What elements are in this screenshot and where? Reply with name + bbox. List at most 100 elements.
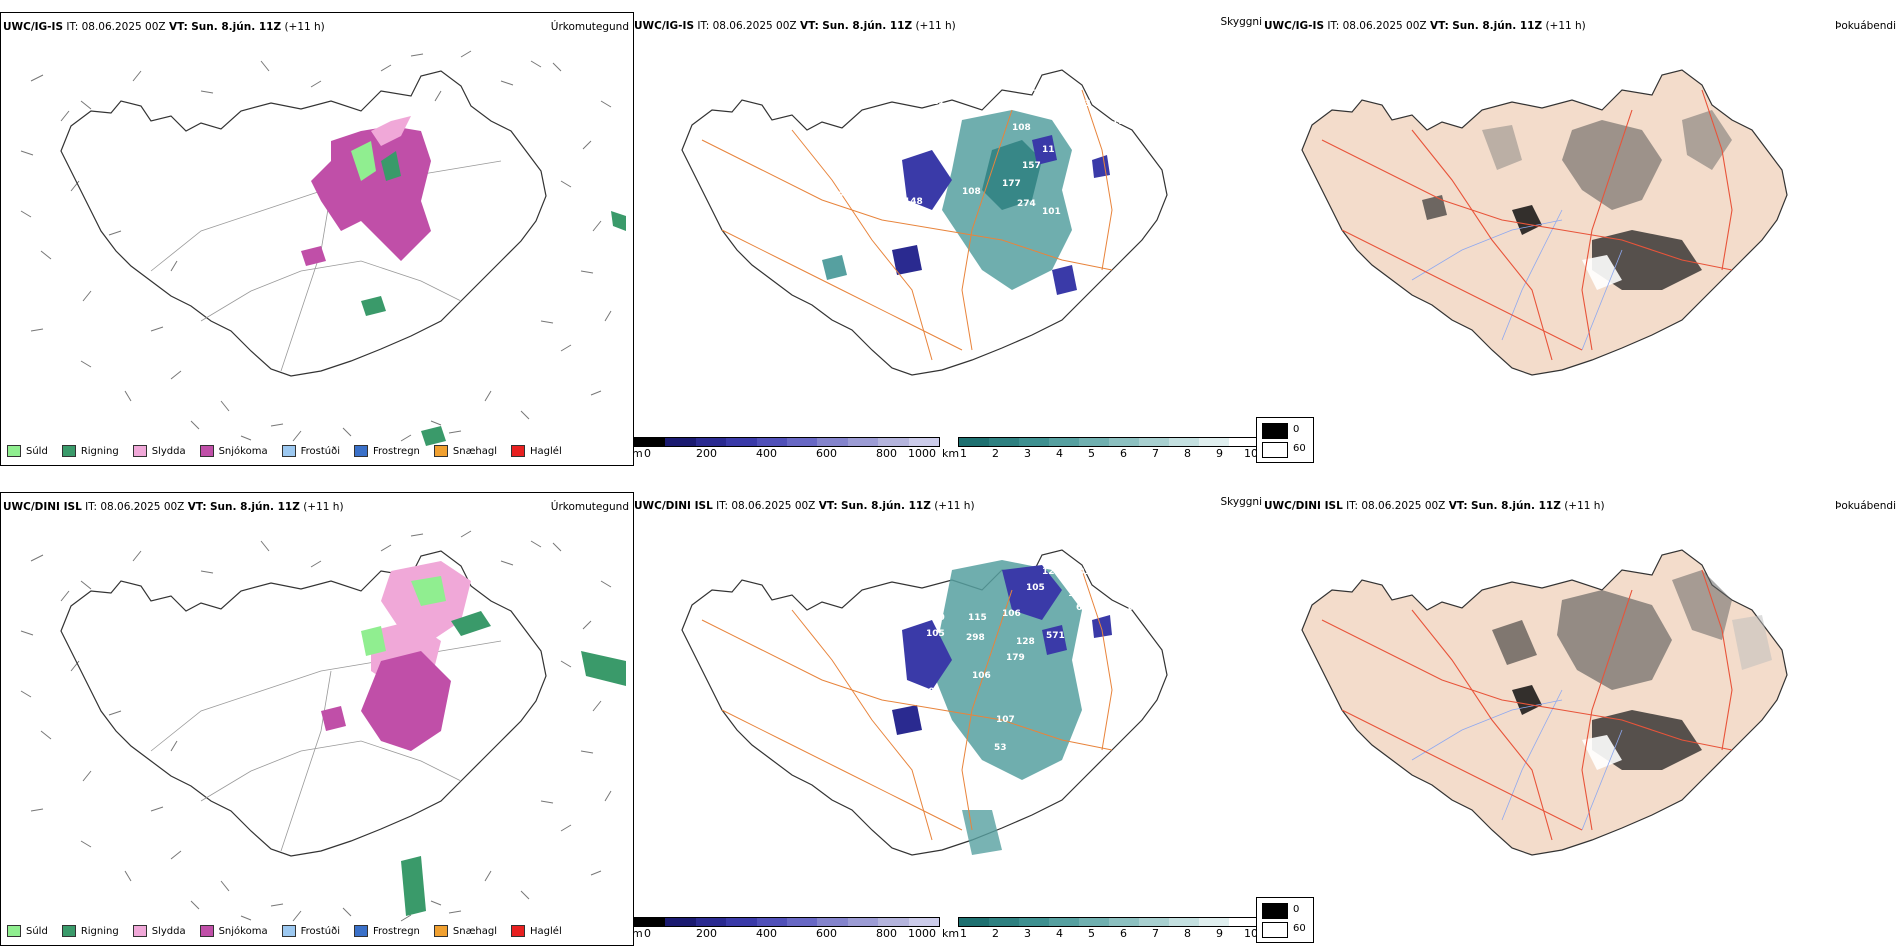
fog-legend-label: 60	[1293, 923, 1306, 934]
legend-label: Frostúði	[300, 445, 340, 457]
fog-legend-swatch-dark	[1262, 423, 1288, 439]
tick-label: 9	[1216, 447, 1223, 460]
tick-label: 7	[1152, 927, 1159, 940]
visibility-value-label: 148	[904, 197, 923, 207]
tick-label: 6	[1120, 927, 1127, 940]
legend-label: Rigning	[80, 925, 119, 937]
roads	[150, 640, 502, 852]
init-time: IT: 08.06.2025 00Z	[716, 500, 816, 512]
visibility-value-label: 143	[1068, 589, 1087, 599]
valid-label: VT:	[1429, 20, 1449, 32]
colorbar-segment	[1049, 918, 1079, 926]
colorbar-segment	[665, 918, 696, 926]
legend-label: Súld	[26, 925, 48, 937]
colorbar-segment	[1169, 918, 1199, 926]
legend-item: Rigning	[61, 445, 119, 457]
init-time: IT: 08.06.2025 00Z	[1346, 500, 1446, 512]
fog-legend-swatch-dark	[1262, 903, 1288, 919]
panel-header: UWC/IG-IS IT: 08.06.2025 00Z VT: Sun. 8.…	[1264, 20, 1586, 32]
tick-label: 1000	[908, 927, 936, 940]
visibility-ticks: km 1 2 3 4 5 6 7 8 9 10	[942, 447, 1262, 461]
colorbar-segment	[817, 438, 848, 446]
iceland-map-precip	[20, 530, 626, 922]
legend-label: Snæhagl	[452, 445, 498, 457]
visibility-value-label: 179	[1006, 653, 1025, 663]
iceland-map-visibility	[681, 69, 1168, 376]
tick-label: 6	[1120, 447, 1127, 460]
colorbar-segment	[756, 918, 788, 926]
visibility-areas	[822, 110, 1110, 295]
legend-label: Haglél	[530, 445, 562, 457]
lead-time: (+11 h)	[934, 500, 975, 512]
valid-time: Sun. 8.jún. 11Z	[822, 20, 913, 32]
fog-legend-swatch-light	[1262, 442, 1288, 458]
tick-label: 200	[696, 447, 717, 460]
legend-item: Frostregn	[354, 445, 420, 457]
tick-label: 5	[1088, 447, 1095, 460]
fog-areas	[1492, 570, 1772, 770]
cloud-base-colorbar	[634, 437, 940, 447]
fog-legend-label: 60	[1293, 443, 1306, 454]
init-time: IT: 08.06.2025 00Z	[697, 20, 797, 32]
colorbar-segment	[726, 918, 757, 926]
colorbar-segment	[847, 918, 879, 926]
model-name: UWC/DINI ISL	[3, 501, 82, 513]
cloud-base-ticks: m 0 200 400 600 800 1000	[632, 447, 942, 461]
colorbar-segment	[1109, 918, 1139, 926]
lead-time: (+11 h)	[915, 20, 956, 32]
roads	[701, 89, 1113, 361]
legend-label: Frostúði	[300, 925, 340, 937]
visibility-value-label: 106	[1002, 609, 1021, 619]
legend-item: Súld	[7, 445, 48, 457]
colorbar-segment	[878, 918, 909, 926]
panel-title: Skyggni	[1220, 16, 1263, 28]
visibility-colorbar	[958, 437, 1260, 447]
valid-label: VT:	[818, 500, 838, 512]
legend-swatch	[433, 445, 448, 457]
visibility-value-label: 177	[1002, 179, 1021, 189]
legend-item: Frostúði	[281, 445, 340, 457]
colorbar-segment	[635, 438, 666, 446]
panel-title: Þokuábendi	[1835, 20, 1896, 32]
visibility-value-label: 274	[1017, 199, 1036, 209]
valid-time: Sun. 8.jún. 11Z	[191, 21, 282, 33]
legend-swatch	[281, 925, 296, 937]
visibility-value-label: 101	[1072, 567, 1091, 577]
roads	[1321, 89, 1733, 361]
precip-type-panel: UWC/DINI ISL IT: 08.06.2025 00Z VT: Sun.…	[0, 492, 634, 946]
visibility-value-label: 157	[1022, 161, 1041, 171]
legend-label: Snæhagl	[452, 925, 498, 937]
cloud-base-ticks: m 0 200 400 600 800 1000	[632, 927, 942, 941]
visibility-colorbar	[958, 917, 1260, 927]
tick-label: 2	[992, 447, 999, 460]
tick-label: 1000	[908, 447, 936, 460]
model-name: UWC/IG-IS	[3, 21, 64, 33]
legend-label: Frostregn	[373, 925, 420, 937]
unit-label: km	[942, 447, 960, 460]
legend-item: Haglél	[511, 925, 562, 937]
lead-time: (+11 h)	[1545, 20, 1586, 32]
iceland-map-precip	[20, 50, 626, 446]
legend-swatch	[199, 925, 214, 937]
legend-item: Slydda	[132, 445, 186, 457]
colorbar-segment	[1079, 438, 1109, 446]
visibility-value-label: 135	[1092, 211, 1111, 221]
visibility-value-label: 157	[1086, 717, 1105, 727]
visibility-value-label: 15	[1092, 193, 1105, 203]
visibility-value-label: 11	[932, 97, 945, 107]
unit-label: m	[632, 927, 643, 940]
visibility-value-label: 146	[1082, 697, 1101, 707]
panel-header: UWC/DINI ISL IT: 08.06.2025 00Z VT: Sun.…	[3, 501, 344, 513]
precip-areas	[321, 561, 626, 916]
colorbar-segment	[1019, 918, 1049, 926]
tick-label: 7	[1152, 447, 1159, 460]
tick-label: 200	[696, 927, 717, 940]
tick-label: 10	[1244, 927, 1258, 940]
valid-time: Sun. 8.jún. 11Z	[209, 501, 300, 513]
cloud-base-colorbar	[634, 917, 940, 927]
colorbar-segment	[756, 438, 788, 446]
legend-item: Súld	[7, 925, 48, 937]
colorbar-segment	[787, 438, 818, 446]
tick-label: 0	[644, 927, 651, 940]
legend-swatch	[511, 445, 526, 457]
